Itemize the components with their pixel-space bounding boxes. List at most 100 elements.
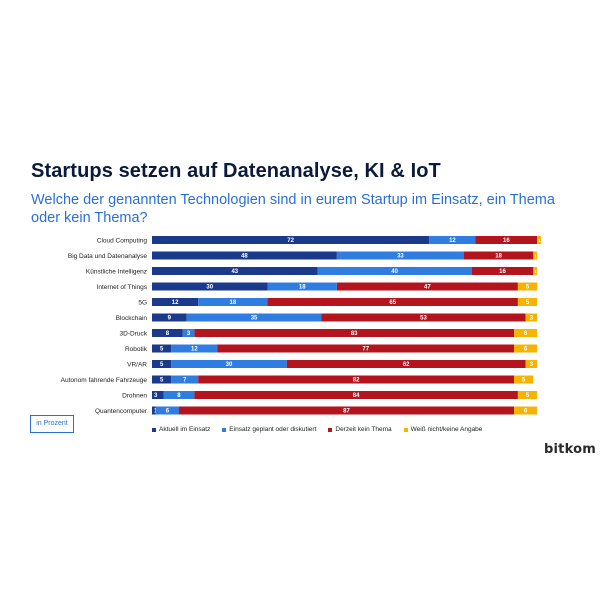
bar-value-label: 16 bbox=[503, 238, 510, 244]
bar-value-label: 47 bbox=[424, 285, 431, 291]
bar-segment bbox=[514, 344, 538, 353]
bar-value-label: 65 bbox=[389, 300, 396, 306]
category-label: Quantencomputer bbox=[95, 408, 148, 415]
bar-segment bbox=[194, 329, 515, 337]
bar-value-label: 40 bbox=[391, 269, 398, 275]
bar-segment bbox=[186, 313, 322, 322]
bar-value-label: 33 bbox=[397, 254, 404, 260]
bar-segment bbox=[517, 391, 538, 399]
bar-segment bbox=[194, 391, 518, 399]
bar-value-label: 5 bbox=[160, 362, 164, 368]
bar-segment bbox=[152, 391, 164, 399]
bar-value-label: 77 bbox=[362, 347, 369, 353]
bar-value-label: 82 bbox=[353, 378, 360, 384]
bar-segment bbox=[155, 406, 179, 415]
bar-value-label: 1 bbox=[534, 269, 537, 274]
bar-segment bbox=[317, 267, 472, 275]
bar-value-label: 12 bbox=[449, 238, 456, 244]
bar-segment bbox=[152, 282, 268, 291]
bar-value-label: 5 bbox=[526, 393, 530, 399]
category-label: Drohnen bbox=[122, 392, 147, 399]
category-label: 5G bbox=[138, 299, 147, 306]
bar-segment bbox=[429, 236, 476, 244]
bar-value-label: 53 bbox=[420, 316, 427, 322]
bar-value-label: 18 bbox=[299, 285, 306, 291]
bar-value-label: 62 bbox=[403, 362, 410, 368]
bar-value-label: 83 bbox=[351, 331, 358, 337]
bar-segment bbox=[152, 267, 318, 275]
bar-segment bbox=[171, 360, 287, 368]
bar-segment bbox=[171, 375, 199, 384]
legend-item: Einsatz geplant oder diskutiert bbox=[222, 426, 316, 433]
bar-value-label: 16 bbox=[499, 269, 506, 275]
bar-value-label: 6 bbox=[524, 331, 528, 337]
category-label: Autonom fahrende Fahrzeuge bbox=[61, 377, 148, 384]
bar-segment bbox=[152, 344, 172, 353]
bar-segment bbox=[163, 391, 195, 399]
bar-segment bbox=[336, 251, 464, 260]
bar-value-label: 1 bbox=[538, 238, 541, 243]
legend-label: Weiß nicht/keine Angabe bbox=[410, 426, 483, 433]
bar-segment bbox=[514, 406, 538, 415]
bar-value-label: 5 bbox=[522, 378, 526, 384]
bar-segment bbox=[533, 251, 538, 260]
bar-value-label: 30 bbox=[206, 285, 213, 291]
bar-segment bbox=[336, 282, 518, 291]
bar-segment bbox=[517, 282, 538, 291]
bar-segment bbox=[152, 406, 156, 415]
unit-label: in Prozent bbox=[30, 415, 74, 433]
bar-segment bbox=[514, 375, 534, 384]
bar-value-label: 8 bbox=[177, 393, 181, 399]
chart-subtitle: Welche der genannten Technologien sind i… bbox=[31, 192, 555, 226]
bar-segment bbox=[321, 313, 526, 322]
category-label: Internet of Things bbox=[97, 284, 148, 291]
category-label: Cloud Computing bbox=[97, 237, 148, 244]
category-label: Big Data und Datenanalyse bbox=[68, 253, 148, 260]
bar-value-label: 9 bbox=[168, 316, 172, 322]
bar-value-label: 72 bbox=[287, 238, 294, 244]
bar-value-label: 1 bbox=[534, 254, 537, 259]
bar-segment bbox=[217, 344, 515, 353]
bar-value-label: 12 bbox=[191, 347, 198, 353]
bar-value-label: 30 bbox=[226, 362, 233, 368]
bar-segment bbox=[525, 360, 538, 368]
chart-title: Startups setzen auf Datenanalyse, KI & I… bbox=[31, 160, 441, 182]
bar-segment bbox=[267, 298, 518, 306]
bar-value-label: 3 bbox=[530, 362, 534, 368]
legend-item: Derzeit kein Thema bbox=[328, 426, 392, 433]
bar-value-label: 12 bbox=[172, 300, 179, 306]
bar-value-label: 3 bbox=[187, 331, 191, 337]
legend-label: Aktuell im Einsatz bbox=[159, 426, 211, 433]
bar-segment bbox=[517, 298, 538, 306]
bar-segment bbox=[152, 298, 199, 306]
bar-value-label: 5 bbox=[526, 300, 530, 306]
bar-value-label: 18 bbox=[230, 300, 237, 306]
bar-value-label: 48 bbox=[241, 254, 248, 260]
bar-value-label: 7 bbox=[183, 378, 187, 384]
bar-value-label: 8 bbox=[166, 331, 170, 337]
bar-segment bbox=[463, 251, 534, 260]
category-label: VR/AR bbox=[127, 361, 147, 368]
bar-segment bbox=[182, 329, 195, 337]
legend-swatch bbox=[222, 427, 227, 432]
bar-segment bbox=[152, 360, 172, 368]
bar-value-label: 6 bbox=[166, 409, 170, 415]
bar-value-label: 84 bbox=[353, 393, 360, 399]
bar-segment bbox=[178, 406, 515, 415]
bar-segment bbox=[267, 282, 337, 291]
legend-swatch bbox=[328, 427, 333, 432]
bar-segment bbox=[152, 375, 172, 384]
bar-segment bbox=[152, 251, 337, 260]
bar-value-label: 43 bbox=[231, 269, 238, 275]
bar-segment bbox=[152, 313, 187, 322]
bar-segment bbox=[152, 236, 430, 244]
bar-value-label: 3 bbox=[530, 316, 534, 322]
bar-segment bbox=[198, 298, 268, 306]
bar-segment bbox=[152, 329, 183, 337]
legend-swatch bbox=[403, 427, 408, 432]
bar-value-label: 35 bbox=[251, 316, 258, 322]
bar-value-label: 6 bbox=[524, 347, 528, 353]
category-label: Robotik bbox=[125, 346, 148, 353]
bar-segment bbox=[198, 375, 515, 384]
